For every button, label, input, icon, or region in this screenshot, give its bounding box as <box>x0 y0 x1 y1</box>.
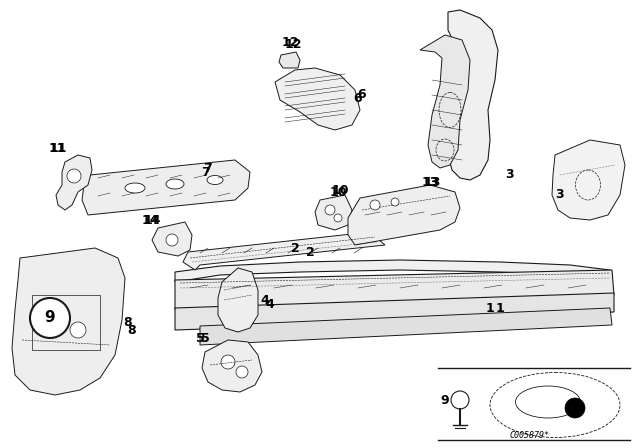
Circle shape <box>565 398 585 418</box>
Text: 14: 14 <box>141 214 159 227</box>
Text: 6: 6 <box>358 89 366 102</box>
Polygon shape <box>82 160 250 215</box>
Text: 3: 3 <box>556 189 564 202</box>
Text: 2: 2 <box>306 246 314 258</box>
Text: 13: 13 <box>423 176 441 189</box>
Ellipse shape <box>166 179 184 189</box>
Text: 13: 13 <box>421 177 438 190</box>
Text: 10: 10 <box>329 185 347 198</box>
Polygon shape <box>175 260 612 282</box>
Ellipse shape <box>515 386 580 418</box>
Polygon shape <box>315 195 352 230</box>
Polygon shape <box>200 308 612 345</box>
Text: 10: 10 <box>332 184 349 197</box>
Text: 8: 8 <box>128 323 136 336</box>
Polygon shape <box>218 268 258 332</box>
Text: 9: 9 <box>441 393 449 406</box>
Polygon shape <box>175 270 614 310</box>
Polygon shape <box>12 248 125 395</box>
Circle shape <box>391 198 399 206</box>
Circle shape <box>325 205 335 215</box>
Text: 2: 2 <box>291 241 300 254</box>
Circle shape <box>70 322 86 338</box>
Text: 5: 5 <box>196 332 204 345</box>
Circle shape <box>30 298 70 338</box>
Polygon shape <box>152 222 192 256</box>
Text: 7: 7 <box>200 165 209 178</box>
Polygon shape <box>56 155 92 210</box>
Text: 9: 9 <box>45 310 55 326</box>
Ellipse shape <box>125 183 145 193</box>
Text: 6: 6 <box>354 91 362 104</box>
Polygon shape <box>448 10 498 180</box>
Text: 1: 1 <box>495 302 504 314</box>
Polygon shape <box>202 340 262 392</box>
Text: 5: 5 <box>200 332 209 345</box>
Circle shape <box>334 214 342 222</box>
Text: C005879*: C005879* <box>510 431 550 439</box>
Ellipse shape <box>490 372 620 438</box>
Text: 12: 12 <box>281 35 299 48</box>
Text: 11: 11 <box>49 142 67 155</box>
Circle shape <box>370 200 380 210</box>
Polygon shape <box>183 232 385 270</box>
Circle shape <box>67 169 81 183</box>
Polygon shape <box>348 185 460 245</box>
Ellipse shape <box>207 176 223 185</box>
Text: 3: 3 <box>506 168 515 181</box>
Polygon shape <box>175 293 614 330</box>
Polygon shape <box>275 68 360 130</box>
Circle shape <box>451 391 469 409</box>
Text: 14: 14 <box>143 214 161 227</box>
Polygon shape <box>279 52 300 68</box>
Circle shape <box>166 234 178 246</box>
Polygon shape <box>420 35 470 168</box>
Text: 1: 1 <box>486 302 494 314</box>
Text: 7: 7 <box>204 161 212 175</box>
Circle shape <box>48 308 68 328</box>
Text: 4: 4 <box>260 293 269 306</box>
Circle shape <box>236 366 248 378</box>
Text: 8: 8 <box>124 315 132 328</box>
Text: 11: 11 <box>48 142 66 155</box>
Circle shape <box>221 355 235 369</box>
Polygon shape <box>552 140 625 220</box>
Text: 4: 4 <box>266 298 275 311</box>
Text: 12: 12 <box>284 39 301 52</box>
